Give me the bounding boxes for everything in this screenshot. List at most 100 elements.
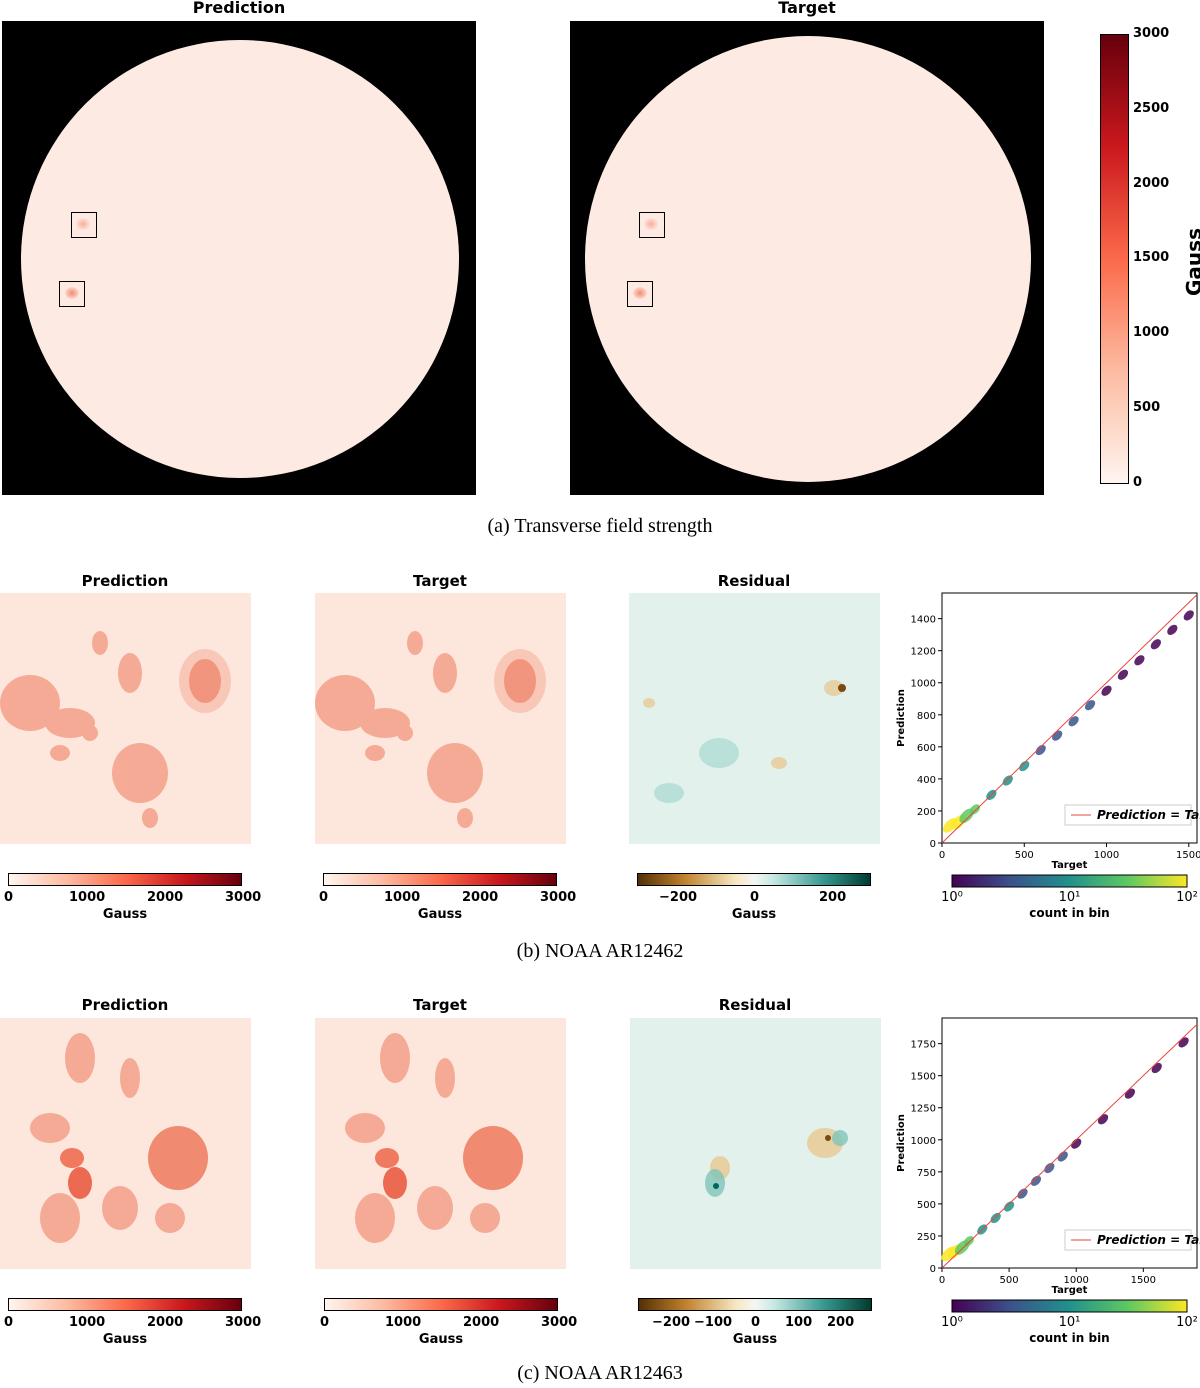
c-target-cbar-label: Gauss	[418, 1332, 464, 1347]
b-caption: (b) NOAA AR12462	[516, 940, 684, 962]
y-tick-label: 1250	[911, 1104, 936, 1115]
y-tick-label: 800	[917, 711, 936, 722]
b-target-cbar-tick: 1000	[384, 890, 421, 905]
identity-line	[941, 1024, 1198, 1269]
b-scatter-plot: 0 500 1000 1500 0 200 400 600 800 1000 1200 1400 Tar…	[896, 592, 1200, 920]
a-colorbar-tick: 3000	[1133, 26, 1170, 41]
a-colorbar	[1100, 34, 1129, 484]
data-point	[1002, 775, 1013, 786]
c-residual-cbar-label: Gauss	[732, 1332, 778, 1347]
y-axis-label: Prediction	[896, 689, 907, 747]
c-prediction-cbar-tick: 1000	[69, 1315, 106, 1330]
a-target-fulldisk	[570, 21, 1044, 495]
active-region-spot	[644, 218, 658, 230]
c-caption: (c) NOAA AR12463	[517, 1362, 683, 1384]
data-point	[1117, 669, 1129, 680]
c-target-map	[315, 1018, 566, 1269]
b-prediction-cbar-label: Gauss	[102, 907, 148, 922]
y-tick-label: 500	[917, 1200, 936, 1211]
b-prediction-title: Prediction	[81, 572, 169, 590]
c-residual-title: Residual	[718, 996, 792, 1014]
b-prediction-cbar-tick: 3000	[225, 890, 262, 905]
x-tick-label: 1000	[1094, 850, 1119, 861]
c-residual-colorbar	[638, 1298, 872, 1311]
c-target-cbar-tick: 0	[320, 1315, 330, 1330]
b-target-cbar-tick: 3000	[540, 890, 577, 905]
b-target-cbar-tick: 2000	[462, 890, 499, 905]
a-colorbar-tick: 2500	[1133, 101, 1170, 116]
count-colorbar-tick: 10¹	[1059, 1315, 1081, 1330]
data-point	[1004, 1201, 1015, 1212]
c-residual-cbar-tick: 100	[785, 1315, 813, 1330]
x-tick-label: 500	[1000, 1275, 1019, 1286]
c-residual-cbar-tick: −100	[694, 1315, 733, 1330]
x-tick-label: 0	[939, 850, 945, 861]
data-point	[1030, 1175, 1042, 1186]
count-colorbar-tick: 10²	[1176, 1315, 1198, 1330]
a-target-title: Target	[778, 0, 836, 17]
data-point	[1068, 716, 1079, 727]
c-residual-cbar-tick: 200	[827, 1315, 855, 1330]
data-point	[963, 1235, 974, 1247]
data-point	[1017, 1188, 1028, 1199]
y-tick-label: 1200	[911, 647, 936, 658]
y-tick-label: 1500	[911, 1072, 936, 1083]
data-point	[1183, 610, 1194, 621]
x-tick-label: 0	[939, 1275, 945, 1286]
data-point	[1071, 1138, 1082, 1149]
y-tick-label: 1000	[911, 679, 936, 690]
y-tick-label: 600	[917, 743, 936, 754]
a-colorbar-tick: 2000	[1133, 176, 1170, 191]
y-axis-label: Prediction	[896, 1114, 907, 1172]
y-tick-label: 250	[917, 1232, 936, 1243]
b-target-cbar-label: Gauss	[417, 907, 463, 922]
legend-box	[1064, 1229, 1192, 1251]
count-colorbar-tick: 10¹	[1059, 890, 1081, 905]
b-prediction-cbar-tick: 2000	[147, 890, 184, 905]
c-prediction-cbar-tick: 2000	[147, 1315, 184, 1330]
c-target-title: Target	[413, 996, 467, 1014]
y-tick-label: 1750	[911, 1040, 936, 1051]
data-point	[1057, 1151, 1068, 1162]
y-tick-label: 200	[917, 807, 936, 818]
active-region-spot	[633, 287, 647, 299]
c-target-cbar-tick: 1000	[385, 1315, 422, 1330]
b-residual-cbar-tick: 0	[750, 890, 760, 905]
data-point	[1134, 655, 1145, 666]
b-residual-cbar-tick: 200	[819, 890, 847, 905]
count-colorbar	[951, 874, 1188, 888]
active-region-spot	[65, 287, 79, 299]
data-point	[1084, 700, 1096, 711]
y-tick-label: 0	[930, 839, 936, 850]
c-residual-map	[630, 1018, 881, 1269]
c-prediction-cbar-tick: 3000	[225, 1315, 262, 1330]
a-colorbar-tick: 500	[1133, 400, 1161, 415]
identity-line	[941, 594, 1198, 844]
count-colorbar-label: count in bin	[1029, 1331, 1109, 1345]
solar-disk	[585, 36, 1031, 482]
count-colorbar-tick: 10⁰	[941, 890, 963, 905]
b-residual-title: Residual	[717, 572, 791, 590]
c-prediction-colorbar	[8, 1298, 242, 1311]
count-colorbar-label: count in bin	[1029, 906, 1109, 920]
b-residual-cbar-tick: −200	[659, 890, 698, 905]
y-tick-label: 0	[930, 1264, 936, 1275]
c-target-cbar-tick: 3000	[541, 1315, 578, 1330]
a-prediction-title: Prediction	[192, 0, 286, 17]
b-residual-map	[629, 593, 880, 844]
a-caption: (a) Transverse field strength	[487, 515, 713, 537]
data-point	[969, 804, 981, 815]
data-point	[1167, 624, 1178, 635]
c-residual-cbar-tick: 0	[751, 1315, 761, 1330]
x-tick-label: 500	[1015, 850, 1034, 861]
b-target-map	[315, 593, 566, 844]
c-target-cbar-tick: 2000	[463, 1315, 500, 1330]
c-prediction-map	[0, 1018, 251, 1269]
data-point	[1035, 744, 1046, 756]
solar-disk	[21, 40, 459, 478]
zoom-box-ar12463	[627, 281, 653, 307]
x-tick-label: 1500	[1131, 1275, 1156, 1286]
b-prediction-colorbar	[8, 873, 242, 886]
y-tick-label: 400	[917, 775, 936, 786]
data-point	[1101, 685, 1112, 696]
